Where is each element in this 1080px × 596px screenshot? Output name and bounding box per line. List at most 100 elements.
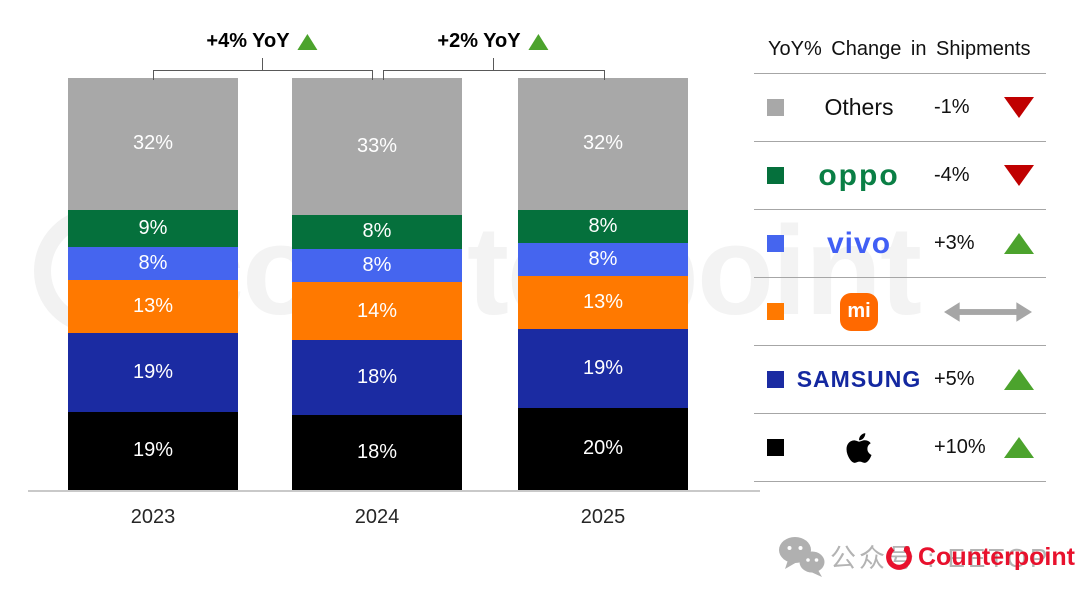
up-triangle-icon — [1004, 233, 1034, 254]
legend-swatch-samsung — [767, 371, 784, 388]
segment-vivo-2023: 8% — [68, 246, 238, 280]
legend-row-mi: mi — [754, 278, 1046, 346]
legend-logo-cell: SAMSUNG — [784, 366, 934, 393]
mi-logo: mi — [840, 292, 878, 331]
segment-others-2025: 32% — [518, 78, 688, 210]
legend-row-oppo: oppo -4% — [754, 142, 1046, 210]
footer: 公众号 : EETOP Counterpoint — [778, 530, 1075, 582]
segment-value-label: 8% — [362, 253, 392, 276]
samsung-logo: SAMSUNG — [796, 366, 922, 392]
counterpoint-logo-text: Counterpoint — [918, 542, 1075, 571]
segment-value-label: 9% — [138, 216, 168, 239]
legend-logo-cell: oppo — [784, 158, 934, 192]
legend-logo-cell: mi — [784, 292, 934, 331]
up-triangle-icon — [1004, 437, 1034, 458]
x-axis-label-2023: 2023 — [130, 506, 176, 528]
segment-value-label: 13% — [582, 291, 624, 313]
legend-direction-cell — [996, 437, 1042, 458]
legend-direction-cell — [996, 233, 1042, 254]
down-triangle-icon — [1004, 165, 1034, 186]
legend-title: YoY% Change in Shipments — [768, 38, 1031, 60]
flat-arrow-icon — [944, 301, 1032, 322]
legend-yoy-value: +10% — [934, 436, 986, 458]
segment-oppo-2025: 8% — [518, 209, 688, 243]
up-triangle-icon — [297, 33, 318, 50]
legend-yoy-value: -1% — [934, 96, 970, 118]
bar-2024: 33% 8% 8% 14% 18% 18% — [292, 78, 462, 490]
vivo-logo: vivo — [826, 226, 892, 260]
apple-logo-icon — [846, 432, 872, 463]
segment-value-label: 32% — [132, 132, 174, 155]
segment-samsung-2024: 18% — [292, 340, 462, 416]
oppo-logo: oppo — [818, 158, 900, 192]
legend-rows: Others -1% oppo -4% vivo +3% mi SAMSUNG +5% +10% — [754, 73, 1046, 482]
segment-xiaomi-2023: 13% — [68, 279, 238, 334]
segment-others-2024: 33% — [292, 78, 462, 216]
segment-value-label: 14% — [356, 299, 398, 322]
legend-row-others: Others -1% — [754, 74, 1046, 142]
bar-2025: 32% 8% 8% 13% 19% 20% — [518, 78, 688, 490]
up-triangle-icon — [528, 33, 549, 50]
segment-value-label: 19% — [132, 361, 174, 384]
counterpoint-ring-icon — [886, 544, 912, 570]
legend-swatch-vivo — [767, 235, 784, 252]
segment-vivo-2025: 8% — [518, 242, 688, 276]
segment-value-label: 32% — [582, 132, 624, 155]
legend-direction-cell — [996, 97, 1042, 118]
segment-apple-2023: 19% — [68, 411, 238, 490]
legend-direction-cell — [996, 165, 1042, 186]
segment-others-2023: 32% — [68, 78, 238, 210]
bracket-stem — [493, 58, 494, 70]
yoy-legend: YoY% Change in Shipments Others -1% oppo -4… — [754, 30, 1046, 482]
legend-yoy-value: -4% — [934, 164, 970, 186]
segment-value-label: 8% — [588, 214, 618, 237]
bar-2023: 32% 9% 8% 13% 19% 19% — [68, 78, 238, 490]
bracket-2023-2024 — [153, 70, 373, 80]
legend-yoy-value: +3% — [934, 232, 975, 254]
segment-value-label: 19% — [132, 439, 174, 462]
legend-row-samsung: SAMSUNG +5% — [754, 346, 1046, 414]
segment-vivo-2024: 8% — [292, 248, 462, 282]
legend-swatch-mi — [767, 303, 784, 320]
x-axis-label-2025: 2025 — [580, 506, 626, 528]
legend-logo-cell — [784, 431, 934, 465]
segment-samsung-2025: 19% — [518, 329, 688, 408]
segment-apple-2024: 18% — [292, 415, 462, 490]
x-axis-label-2024: 2024 — [354, 506, 400, 528]
yoy-annotation-text: +4% YoY — [206, 30, 290, 52]
others-logo: Others — [824, 94, 894, 120]
segment-value-label: 8% — [362, 220, 392, 243]
legend-logo-cell: Others — [784, 94, 934, 121]
segment-oppo-2024: 8% — [292, 215, 462, 249]
segment-xiaomi-2024: 14% — [292, 281, 462, 341]
segment-value-label: 13% — [132, 295, 174, 318]
wechat-account-label: 公众号 : EETOP — [830, 543, 1051, 573]
yoy-annotation-text: +2% YoY — [437, 30, 521, 52]
legend-yoy-value: +5% — [934, 368, 975, 390]
yoy-annotation-2024: +4% YoY — [206, 30, 318, 53]
segment-xiaomi-2025: 13% — [518, 275, 688, 330]
legend-swatch-others — [767, 99, 784, 116]
bracket-stem — [262, 58, 263, 70]
legend-logo-cell: vivo — [784, 226, 934, 260]
segment-oppo-2023: 9% — [68, 209, 238, 247]
legend-row-vivo: vivo +3% — [754, 210, 1046, 278]
legend-swatch-oppo — [767, 167, 784, 184]
x-axis-line — [28, 490, 760, 492]
legend-row-apple: +10% — [754, 414, 1046, 482]
segment-samsung-2023: 19% — [68, 333, 238, 412]
segment-value-label: 19% — [582, 356, 624, 379]
segment-value-label: 18% — [356, 441, 398, 463]
segment-apple-2025: 20% — [518, 407, 688, 490]
segment-value-label: 33% — [356, 135, 398, 158]
segment-value-label: 18% — [356, 366, 398, 389]
legend-swatch-apple — [767, 439, 784, 456]
wechat-icon — [779, 537, 825, 577]
segment-value-label: 8% — [138, 251, 168, 274]
down-triangle-icon — [1004, 97, 1034, 118]
legend-direction-cell — [996, 369, 1042, 390]
segment-value-label: 20% — [582, 437, 624, 460]
segment-value-label: 8% — [588, 247, 618, 270]
bracket-2024-2025 — [383, 70, 605, 80]
